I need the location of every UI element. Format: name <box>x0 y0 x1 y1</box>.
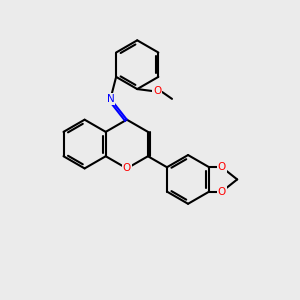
Text: O: O <box>218 187 226 196</box>
Text: O: O <box>218 162 226 172</box>
Text: O: O <box>153 86 161 96</box>
Text: O: O <box>123 164 131 173</box>
Text: N: N <box>106 94 114 104</box>
